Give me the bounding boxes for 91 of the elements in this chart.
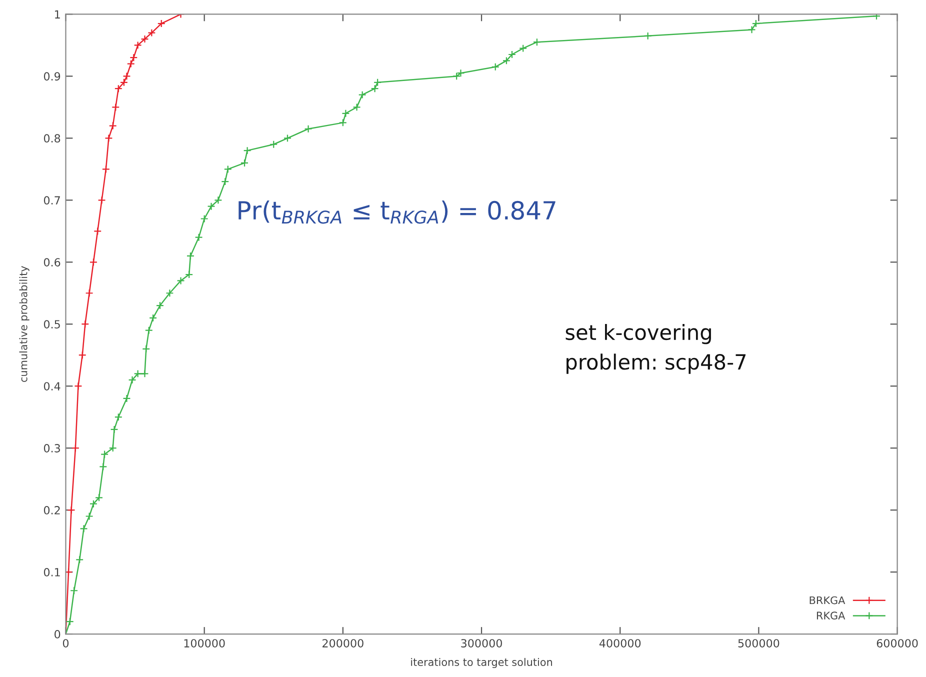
point (186, 252, 195, 260)
y-axis-title: cumulative probability (19, 266, 30, 382)
point (74, 382, 82, 390)
point (224, 165, 232, 174)
point (491, 62, 500, 71)
point (358, 90, 366, 99)
point (194, 233, 203, 242)
annotation: set k-covering problem: scp48-7 (566, 324, 746, 374)
y-tick-label: 0.2 (44, 506, 60, 514)
point (644, 32, 652, 40)
point (104, 134, 113, 142)
y-tick-label: 0.6 (44, 258, 60, 267)
point (100, 450, 109, 458)
point (532, 38, 541, 46)
x-axis-title: iterations to target solution (411, 658, 552, 668)
y-tick-label: 0 (54, 630, 60, 638)
point (67, 506, 76, 514)
point (166, 289, 174, 298)
y-tick-label: 0.7 (44, 196, 60, 205)
x-tick-label: 400000 (599, 639, 641, 648)
point (342, 109, 350, 118)
point (108, 444, 117, 452)
point (338, 118, 347, 127)
y-tick-label: 0.1 (44, 568, 60, 576)
point (283, 134, 292, 142)
point (98, 196, 106, 204)
point (140, 370, 149, 378)
point (78, 351, 86, 360)
x-tick-label: 500000 (738, 639, 780, 648)
y-tick-label: 0.4 (44, 382, 60, 390)
x-tick-label: 600000 (876, 639, 918, 648)
legend-label: RKGA (816, 612, 846, 620)
x-tick-label: 100000 (184, 639, 225, 648)
point (270, 140, 278, 148)
point (452, 72, 461, 80)
point (240, 158, 249, 167)
point (207, 202, 216, 210)
point (89, 258, 98, 266)
point (508, 50, 516, 59)
point (149, 314, 158, 322)
point (85, 289, 94, 298)
point (99, 462, 108, 471)
point (110, 425, 118, 434)
point (114, 413, 122, 422)
point (128, 376, 136, 384)
point (243, 146, 252, 155)
x-tick-label: 200000 (322, 639, 364, 648)
x-tick-label: 0 (62, 639, 69, 648)
point (872, 14, 881, 20)
point (144, 326, 153, 334)
point (221, 178, 230, 186)
point (112, 103, 120, 112)
point (108, 122, 117, 130)
legend-label: BRKGA (810, 596, 846, 604)
point (519, 44, 528, 52)
point (142, 344, 150, 353)
point (94, 494, 104, 502)
point (81, 320, 90, 328)
point (94, 227, 102, 236)
point (156, 301, 164, 310)
y-tick-label: 1 (55, 10, 60, 18)
point (66, 618, 74, 626)
point (134, 41, 142, 50)
point (185, 270, 194, 279)
point (89, 500, 98, 508)
point (456, 69, 465, 78)
point (304, 124, 312, 133)
point (102, 165, 110, 174)
y-tick-label: 0.9 (44, 72, 60, 81)
point (157, 19, 166, 28)
point (214, 196, 222, 204)
point (80, 524, 88, 533)
point (76, 556, 84, 564)
point (85, 512, 94, 520)
point (122, 394, 131, 403)
annotation: Pr(t$_{BRKGA}$ ≤ t$_{RKGA}$) = 0.847 (238, 200, 556, 224)
point (200, 214, 208, 223)
point (502, 56, 510, 65)
point (114, 84, 122, 93)
y-tick-label: 0.5 (44, 320, 60, 328)
y-tick-label: 0.8 (44, 134, 60, 143)
point (66, 568, 73, 576)
point (148, 28, 156, 37)
y-tick-label: 0.3 (44, 444, 60, 452)
point (140, 34, 149, 44)
point (352, 103, 361, 112)
point (70, 586, 78, 595)
point (176, 276, 185, 285)
point (134, 370, 142, 378)
point (71, 444, 80, 452)
x-tick-label: 300000 (461, 639, 502, 648)
